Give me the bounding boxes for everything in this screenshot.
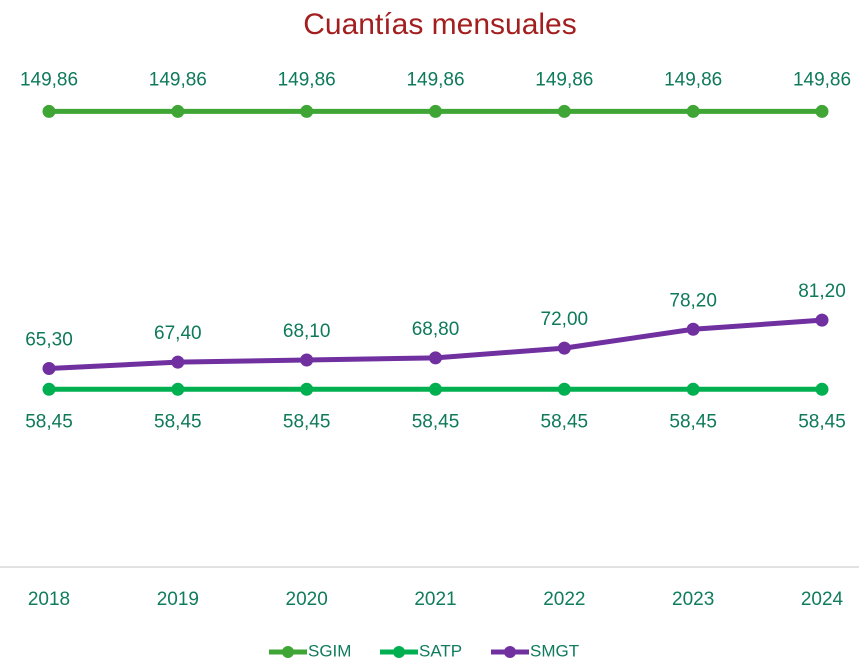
x-tick-label: 2018 <box>28 589 70 610</box>
data-label: 58,45 <box>25 411 73 432</box>
point <box>300 382 314 396</box>
data-label: 58,45 <box>154 411 202 432</box>
point <box>429 351 442 365</box>
data-label: 72,00 <box>541 309 589 330</box>
legend-label: SATP <box>419 641 462 660</box>
x-tick-label: 2024 <box>801 589 844 610</box>
point <box>557 341 571 355</box>
data-label: 68,80 <box>412 319 460 340</box>
legend-marker <box>393 646 405 658</box>
point <box>686 382 700 396</box>
x-tick-label: 2023 <box>672 589 714 610</box>
point <box>815 313 829 327</box>
data-label: 81,20 <box>798 281 846 302</box>
point <box>171 104 185 118</box>
legend-label: SMGT <box>530 641 579 660</box>
x-tick-label: 2019 <box>157 589 199 610</box>
data-label: 149,86 <box>20 69 78 90</box>
data-label: 149,86 <box>535 69 593 90</box>
point <box>686 104 700 118</box>
x-tick-label: 2020 <box>286 589 328 610</box>
data-label: 58,45 <box>283 411 331 432</box>
legend-label: SGIM <box>308 641 351 660</box>
x-tick-label: 2022 <box>543 589 585 610</box>
point <box>686 322 700 336</box>
point <box>300 104 314 118</box>
point <box>429 104 442 118</box>
data-label: 149,86 <box>278 69 336 90</box>
point <box>557 382 571 396</box>
data-label: 149,86 <box>664 69 722 90</box>
data-label: 68,10 <box>283 321 331 342</box>
chart-title: Cuantías mensuales <box>303 8 577 41</box>
point <box>171 382 185 396</box>
data-label: 65,30 <box>25 330 73 351</box>
point <box>557 104 571 118</box>
data-label: 58,45 <box>541 411 589 432</box>
point <box>815 382 829 396</box>
point <box>815 104 829 118</box>
point <box>42 104 56 118</box>
data-label: 58,45 <box>798 411 846 432</box>
x-tick-label: 2021 <box>414 589 456 610</box>
data-label: 149,86 <box>406 69 464 90</box>
data-label: 78,20 <box>669 290 717 311</box>
point <box>300 353 314 367</box>
point <box>171 355 185 369</box>
data-label: 149,86 <box>149 69 207 90</box>
data-label: 67,40 <box>154 323 202 344</box>
data-label: 58,45 <box>669 411 717 432</box>
legend-marker <box>282 646 294 658</box>
point <box>42 382 56 396</box>
point <box>42 361 56 375</box>
data-label: 149,86 <box>793 69 851 90</box>
data-label: 58,45 <box>412 411 460 432</box>
legend-marker <box>504 646 516 658</box>
point <box>429 382 442 396</box>
